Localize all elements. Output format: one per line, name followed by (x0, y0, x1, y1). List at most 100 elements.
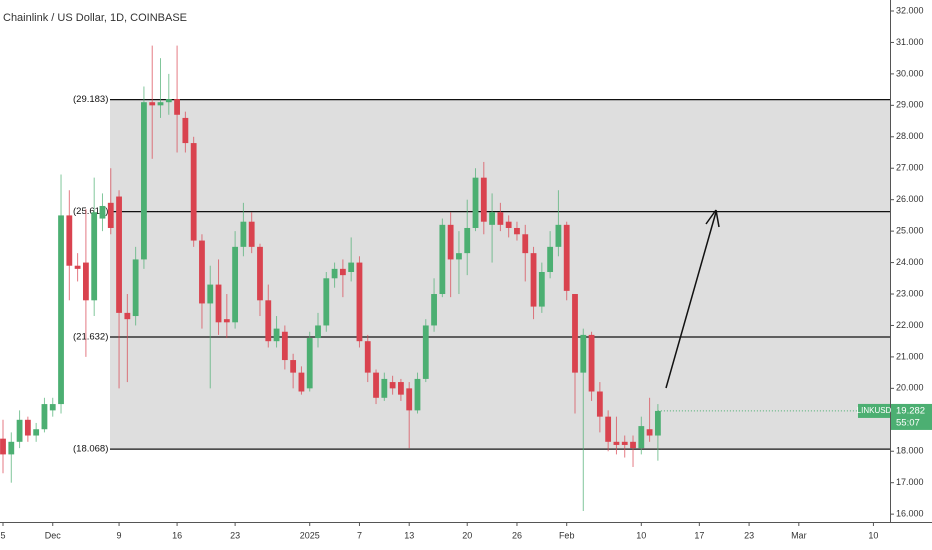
x-tick-label: 13 (404, 530, 414, 540)
y-tick-label: 18.000 (896, 446, 924, 456)
candle-body (431, 294, 437, 326)
candle-body (33, 429, 40, 436)
candle-body (406, 388, 413, 411)
candle-body (41, 404, 48, 430)
candle-body (522, 234, 529, 254)
level-label: (25.619) (73, 206, 108, 217)
plot-layer (0, 45, 661, 511)
candle-body (306, 338, 313, 389)
candle-body (439, 224, 446, 295)
candle-body (99, 205, 106, 219)
candle-body (422, 325, 429, 379)
x-tick-label: Mar (791, 530, 807, 540)
candle-body (654, 410, 661, 436)
candle-body (91, 212, 98, 301)
arrow-line (665, 211, 717, 389)
y-tick-label: 20.000 (896, 383, 924, 393)
candle-body (0, 438, 6, 455)
y-tick-label: 17.000 (896, 477, 924, 487)
candle-body (298, 372, 305, 392)
candle-body (8, 441, 15, 455)
price-tag (891, 403, 932, 430)
y-tick-label: 16.000 (896, 509, 924, 519)
candle-body (489, 212, 495, 225)
x-tick-label: 10 (636, 530, 646, 540)
y-tick-label: 25.000 (896, 226, 924, 236)
y-tick-label: 23.000 (896, 288, 924, 298)
y-tick-label: 21.000 (896, 351, 924, 361)
x-tick-label: 16 (172, 530, 182, 540)
candle-body (414, 378, 421, 411)
candle-body (223, 319, 230, 323)
candle-body (464, 227, 471, 254)
x-tick-label: 26 (512, 530, 522, 540)
candle-body (232, 246, 239, 323)
candle-body (290, 360, 297, 373)
arrow-head (705, 209, 720, 228)
candle-body (107, 202, 114, 228)
candle-body (240, 221, 247, 247)
candle-body (572, 294, 578, 373)
candle-body (124, 312, 131, 320)
y-tick-label: 27.000 (896, 163, 924, 173)
symbol-tag (858, 403, 890, 418)
chart-title: Chainlink / US Dollar, 1D, COINBASE (3, 12, 187, 24)
y-tick-label: 32.000 (896, 5, 924, 15)
candle-body (49, 404, 56, 411)
candle-body (165, 99, 172, 103)
candle-body (530, 253, 537, 307)
candle-body (364, 341, 371, 373)
x-tick-label: Dec (45, 530, 62, 540)
y-tick-label: 26.000 (896, 194, 924, 204)
level-label: (21.632) (73, 332, 108, 343)
candle-body (215, 284, 222, 323)
candle-body (265, 300, 272, 342)
candle-body (132, 259, 139, 317)
range-zone (110, 99, 890, 450)
x-tick-label: 5 (0, 530, 5, 540)
candle-body (174, 99, 180, 115)
candle-body (356, 262, 363, 342)
candle-body (82, 262, 89, 301)
candle-body (555, 224, 562, 247)
candle-body (182, 117, 189, 144)
candle-body (207, 284, 214, 304)
x-tick-label: 9 (117, 530, 122, 540)
x-tick-label: 23 (744, 530, 754, 540)
symbol-label: LINKUSD (857, 406, 892, 415)
candle-body (281, 331, 288, 361)
candle-body (141, 102, 147, 260)
candle-body (389, 382, 396, 389)
countdown-label: 55:07 (896, 417, 920, 428)
candle-body (381, 378, 388, 398)
candle-body (588, 334, 595, 392)
candle-body (58, 215, 64, 405)
candle-body (190, 143, 197, 241)
candle-body (646, 429, 653, 436)
arrow (665, 209, 720, 389)
candle-body (480, 177, 487, 222)
candle-body (16, 419, 23, 442)
candle-body (157, 102, 164, 106)
candle-body (257, 246, 263, 301)
candle-body (373, 372, 379, 398)
x-tick-label: 23 (230, 530, 240, 540)
candle-body (538, 272, 545, 307)
level-label: (18.068) (73, 444, 108, 455)
y-tick-label: 30.000 (896, 68, 924, 78)
candle-body (348, 262, 355, 273)
candle-body (331, 268, 338, 279)
candle-body (116, 196, 122, 313)
y-tick-label: 29.000 (896, 100, 924, 110)
x-tick-label: 17 (694, 530, 704, 540)
candle-body (149, 102, 156, 106)
candle-body (472, 177, 479, 228)
candle-body (74, 265, 81, 269)
x-tick-label: 10 (868, 530, 878, 540)
candle-body (563, 224, 570, 291)
candle-body (323, 278, 330, 326)
y-tick-label: 24.000 (896, 257, 924, 267)
x-tick-label: 20 (462, 530, 472, 540)
level-label: (29.183) (73, 94, 108, 105)
